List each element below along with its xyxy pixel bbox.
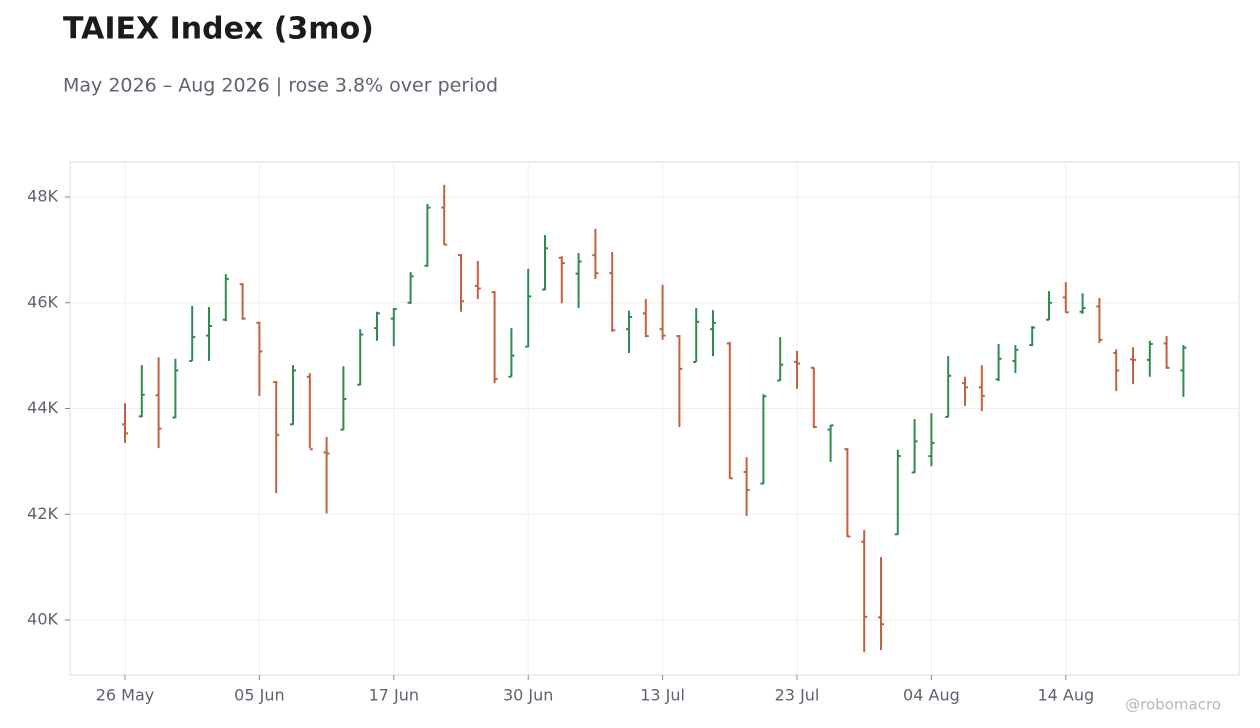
x-tick-label: 13 Jul xyxy=(640,686,685,705)
y-tick-label: 48K xyxy=(27,187,58,206)
x-tick-label: 05 Jun xyxy=(234,686,284,705)
chart-subtitle: May 2026 – Aug 2026 | rose 3.8% over per… xyxy=(63,75,498,97)
plot-frame xyxy=(69,161,1240,676)
x-tick-label: 04 Aug xyxy=(903,686,960,705)
credit: @robomacro xyxy=(1125,696,1221,714)
y-tick-label: 46K xyxy=(27,292,58,311)
x-tick-label: 30 Jun xyxy=(503,686,553,705)
y-tick-label: 40K xyxy=(27,610,58,629)
y-tick-label: 42K xyxy=(27,504,58,523)
x-tick-label: 23 Jul xyxy=(775,686,820,705)
y-tick-label: 44K xyxy=(27,398,58,417)
x-tick-label: 14 Aug xyxy=(1037,686,1094,705)
x-tick-label: 17 Jun xyxy=(369,686,419,705)
x-tick-label: 26 May xyxy=(96,686,155,705)
chart-title: TAIEX Index (3mo) xyxy=(63,12,374,47)
